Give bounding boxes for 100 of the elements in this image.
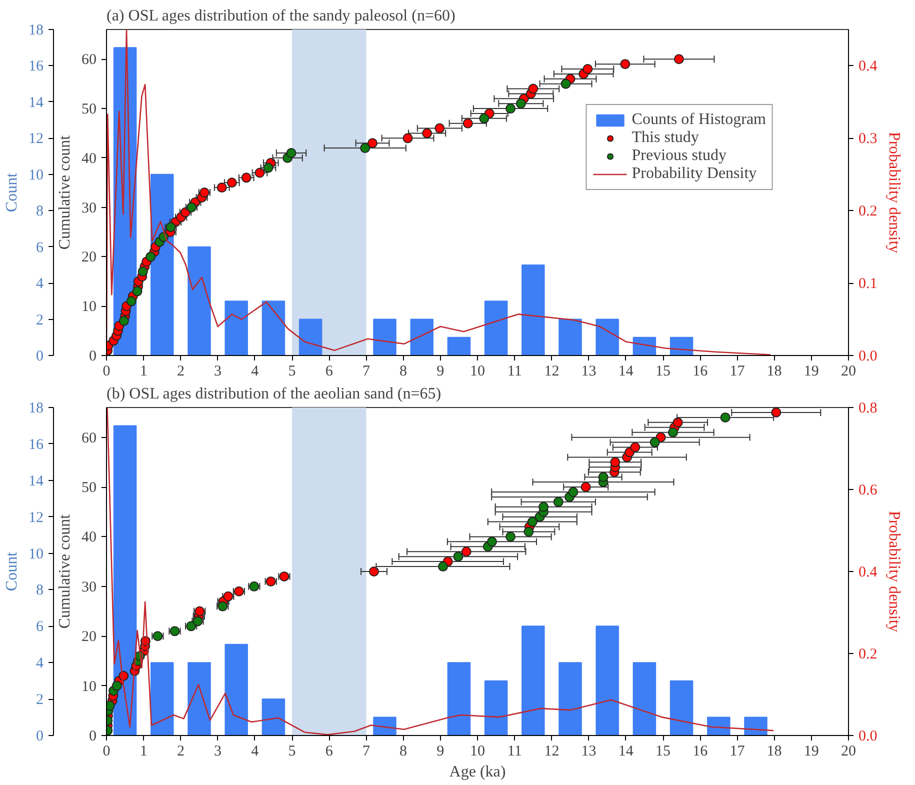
y-tick-label: 18 (28, 400, 44, 416)
point (582, 64, 593, 74)
x-tick-label: 11 (507, 744, 522, 760)
y-tick-label: 10 (28, 167, 44, 184)
y-tick-label: 10 (28, 546, 44, 562)
bar (632, 662, 656, 736)
bar (298, 318, 322, 356)
x-tick-label: 13 (581, 364, 596, 380)
y3-tick-label: 0.6 (858, 482, 878, 498)
y2-tick-label: 10 (82, 299, 96, 316)
x-tick-label: 3 (214, 744, 222, 760)
y2-tick-label: 40 (82, 150, 96, 167)
point (126, 296, 136, 306)
bar (484, 680, 508, 736)
point (112, 680, 122, 691)
line-series (106, 408, 774, 736)
legend-label: Previous study (632, 147, 726, 165)
point (422, 128, 432, 138)
x-tick-label: 16 (692, 364, 708, 380)
point (241, 172, 252, 183)
x-tick-label: 0 (102, 744, 110, 760)
line-series (106, 30, 772, 356)
x-tick-label: 16 (692, 744, 708, 760)
y-tick-label: 2 (36, 692, 44, 708)
y2-tick-label: 20 (82, 629, 96, 646)
bar (224, 644, 248, 736)
x-tick-label: 19 (804, 364, 819, 380)
y-tick-label: 12 (28, 131, 44, 148)
y3-tick-label: 0.2 (858, 646, 878, 662)
point (598, 472, 608, 482)
x-tick-label: 8 (400, 744, 408, 760)
point (118, 316, 129, 326)
x-tick-label: 6 (325, 744, 334, 760)
point (674, 54, 684, 64)
bar (262, 698, 286, 736)
x-tick-label: 12 (544, 744, 560, 760)
bar (744, 716, 768, 736)
y2-tick-label: 50 (82, 102, 96, 118)
point (226, 178, 237, 188)
y-tick-label: 4 (36, 656, 44, 672)
x-axis-title: Age (ka) (449, 764, 506, 780)
y-tick-label: 14 (28, 473, 44, 490)
x-tick-label: 20 (841, 744, 856, 760)
x-tick-label: 12 (544, 364, 560, 380)
y-tick-label: 6 (36, 619, 44, 636)
point (568, 486, 578, 497)
y2-tick-label: 0 (89, 348, 96, 364)
legend-label: Probability Density (632, 165, 757, 183)
x-tick-label: 14 (618, 744, 634, 760)
point (668, 427, 678, 438)
point (524, 526, 534, 537)
bar (447, 662, 471, 736)
point (672, 417, 683, 428)
x-tick-label: 5 (288, 364, 296, 380)
chart-title: (b) OSL ages distribution of the aeolian sand (n=65) (106, 386, 442, 402)
x-tick-label: 9 (436, 364, 444, 380)
bar (558, 318, 582, 356)
y3-axis-title: Probability density (885, 132, 902, 254)
point (560, 78, 571, 89)
point (216, 182, 227, 193)
y2-tick-label: 30 (82, 579, 96, 596)
bar (373, 318, 396, 356)
y-tick-label: 16 (28, 58, 44, 75)
x-tick-label: 7 (362, 364, 370, 380)
y-tick-label: 6 (36, 240, 44, 256)
y3-tick-label: 0.3 (858, 131, 878, 148)
point (434, 123, 445, 134)
bar (410, 318, 434, 356)
y2-tick-label: 60 (82, 52, 96, 68)
y3-axis-title: Probability density (885, 510, 902, 632)
x-tick-label: 19 (804, 744, 819, 760)
bar (447, 336, 471, 356)
x-tick-label: 13 (581, 744, 596, 760)
point (630, 442, 640, 452)
x-tick-label: 15 (656, 364, 670, 380)
x-tick-label: 8 (400, 364, 408, 380)
y3-tick-label: 0.0 (858, 728, 878, 744)
x-tick-label: 18 (766, 744, 782, 760)
bar (670, 680, 694, 736)
bar (707, 716, 730, 736)
y-axis-title: Count (4, 172, 20, 212)
point (368, 138, 378, 148)
y-tick-label: 2 (36, 312, 44, 328)
x-tick-label: 1 (140, 364, 148, 380)
bar (113, 425, 137, 736)
point (254, 168, 265, 178)
y2-axis-title: Cumulative count (56, 514, 74, 629)
y-tick-label: 14 (28, 94, 44, 111)
x-tick-label: 7 (362, 744, 370, 760)
x-tick-label: 4 (251, 364, 260, 380)
point (528, 84, 538, 94)
bar (596, 318, 619, 356)
bar (596, 626, 619, 736)
bar (558, 662, 582, 736)
x-tick-label: 2 (176, 744, 184, 760)
y-tick-label: 12 (28, 510, 44, 526)
point (538, 502, 549, 512)
point (402, 133, 413, 144)
x-tick-label: 6 (325, 364, 334, 380)
y2-tick-label: 10 (82, 678, 96, 695)
